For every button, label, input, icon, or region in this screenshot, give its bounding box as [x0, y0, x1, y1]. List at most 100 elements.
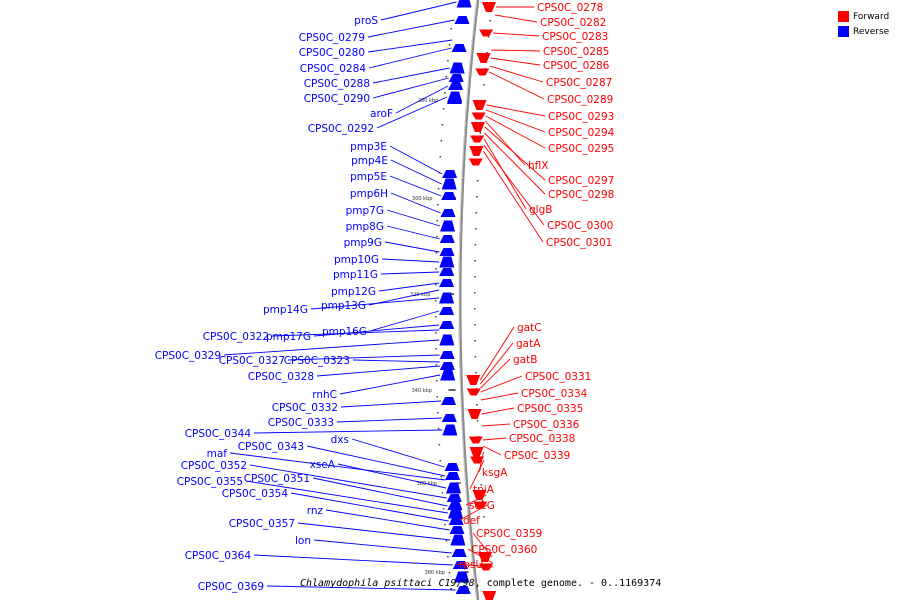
reverse-gene-label: pmp13G [321, 300, 366, 312]
minor-marker [489, 580, 491, 582]
minor-marker [474, 340, 476, 342]
forward-gene-label: CPS0C_0295 [548, 143, 614, 155]
reverse-label-leader [389, 175, 442, 197]
reverse-gene-label: CPS0C_0355 [177, 476, 243, 488]
forward-gene-label: CPS0C_0360 [471, 544, 537, 556]
reverse-label-leader [290, 492, 449, 522]
reverse-gene-label: CPS0C_0323 [284, 355, 350, 367]
scale-tick-label: 280 kbp [418, 98, 438, 104]
forward-gene-label: ksgA [482, 467, 508, 479]
reverse-gene-glyph [446, 96, 462, 104]
minor-marker [486, 548, 488, 550]
minor-marker [486, 52, 488, 54]
forward-gene-label: CPS0C_0338 [509, 433, 575, 445]
forward-gene-glyph [470, 135, 485, 143]
forward-label-leader [485, 109, 546, 133]
forward-gene-label: CPS0C_0285 [543, 46, 609, 58]
minor-marker [445, 540, 448, 542]
reverse-gene-glyph [445, 482, 461, 494]
forward-gene-glyph [466, 388, 481, 396]
forward-label-leader [491, 49, 541, 52]
minor-marker [474, 324, 476, 326]
gene-labels: proS CPS0C_0279 CPS0C_0280 CPS0C_0284 CPS0C_… [155, 2, 615, 593]
forward-label-leader [482, 150, 544, 243]
forward-gene-label: glgB [529, 204, 552, 216]
reverse-gene-glyph [452, 561, 468, 569]
reverse-gene-glyph [449, 62, 465, 74]
reverse-label-leader [381, 258, 440, 263]
minor-marker [474, 276, 476, 278]
reverse-gene-glyph [454, 16, 470, 24]
reverse-gene-label: xseA [310, 459, 336, 471]
reverse-label-leader [395, 85, 449, 114]
reverse-gene-label: aroF [370, 108, 393, 120]
minor-marker [439, 460, 442, 462]
scale-tick-label: 340 kbp [412, 388, 432, 394]
forward-gene-glyph [478, 552, 493, 562]
reverse-label-leader [229, 452, 446, 481]
minor-marker [479, 132, 482, 134]
forward-gene-label: CPS0C_0287 [546, 77, 612, 89]
forward-label-leader [480, 392, 519, 401]
forward-label-leader [480, 375, 523, 393]
reverse-gene-label: pmp16G [322, 326, 367, 338]
reverse-gene-label: pmp5E [350, 171, 387, 183]
reverse-label-leader [372, 67, 450, 84]
reverse-label-leader [390, 159, 442, 185]
scale-tick-label: 300 kbp [412, 196, 432, 202]
reverse-label-leader [351, 438, 445, 468]
forward-gene-label: rpsU [459, 559, 483, 571]
forward-gene-glyph [476, 53, 491, 63]
forward-gene-label: CPS0C_0293 [548, 111, 614, 123]
minor-marker [484, 532, 487, 534]
reverse-gene-glyph [442, 424, 458, 436]
forward-gene-glyph [469, 146, 484, 156]
reverse-gene-label: lon [295, 535, 311, 547]
minor-marker [480, 484, 483, 486]
reverse-label-leader [306, 445, 446, 477]
reverse-gene-glyph [439, 321, 455, 329]
reverse-gene-label: CPS0C_0332 [272, 402, 338, 414]
reverse-label-leader [337, 463, 447, 489]
forward-gene-label: CPS0C_0331 [525, 371, 591, 383]
minor-marker [436, 236, 438, 238]
minor-marker [487, 36, 490, 38]
reverse-gene-label: pmp12G [331, 286, 376, 298]
forward-gene-glyph [466, 375, 481, 385]
minor-marker [475, 372, 477, 374]
reverse-gene-glyph [439, 307, 455, 315]
forward-gene-glyph [479, 563, 494, 571]
forward-label-leader [467, 548, 493, 564]
reverse-label-leader [386, 225, 440, 240]
reverse-label-leader [266, 585, 456, 591]
minor-marker [474, 308, 476, 310]
reverse-gene-glyph [445, 472, 461, 480]
caption-range: , complete genome. - 0..1169374 [474, 578, 662, 589]
reverse-label-leader [316, 365, 440, 377]
reverse-label-leader [287, 354, 440, 361]
forward-gene-label: CPS0C_0278 [537, 2, 603, 14]
forward-gene-label: CPS0C_0301 [546, 237, 612, 249]
reverse-label-leader [367, 19, 455, 38]
reverse-gene-label: maf [207, 448, 228, 460]
forward-gene-label: CPS0C_0359 [476, 528, 542, 540]
forward-gene-label: CPS0C_0283 [542, 31, 608, 43]
forward-label-leader [479, 326, 515, 381]
forward-gene-glyph [479, 29, 494, 37]
minor-marker [475, 228, 477, 230]
reverse-gene-label: CPS0C_0288 [304, 78, 370, 90]
minor-marker [447, 60, 449, 62]
reverse-gene-glyph [440, 220, 456, 232]
forward-label-leader [484, 120, 526, 166]
forward-label-leader [480, 358, 511, 389]
minor-marker [435, 252, 438, 254]
reverse-label-leader [368, 47, 452, 69]
reverse-gene-label: pmp11G [333, 269, 378, 281]
minor-marker [450, 588, 452, 590]
minor-marker [447, 556, 449, 558]
reverse-gene-glyph [449, 526, 465, 534]
forward-label-leader [486, 104, 546, 117]
reverse-gene-glyph [447, 507, 463, 519]
forward-gene-label: CPS0C_0286 [543, 60, 610, 72]
reverse-gene-glyph [441, 178, 457, 190]
